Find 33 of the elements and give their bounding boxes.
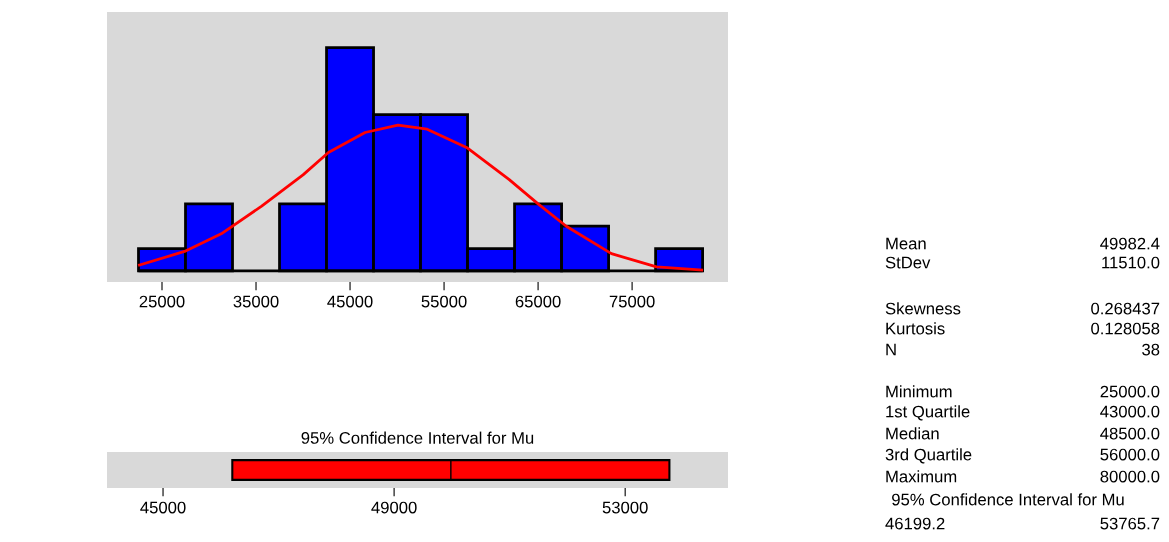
text: Skewness [885,302,961,315]
text: 56000.0 [1100,448,1160,461]
x-tick-label: 55000 [421,295,467,308]
text: Mean [886,237,926,250]
text: 3rd Quartile [885,448,972,464]
x-tick-label: 45000 [140,501,186,514]
text: Maximum [886,470,957,483]
x-tick-label: 53000 [602,501,648,514]
x-tick-label: 35000 [233,295,279,308]
x-tick-label: 45000 [327,295,373,308]
x-tick-label: 25000 [139,295,185,308]
text: StDev [885,256,931,269]
text: 80000.0 [1100,470,1160,483]
x-tick-label: 65000 [515,295,561,308]
text: 53765.7 [1100,517,1160,530]
text: 38 [1142,343,1160,356]
text: 11510.0 [1102,256,1160,269]
chart-title: 95% Confidence Interval for Mu [301,431,534,444]
text: 95% Confidence Interval for Mu [892,493,1124,506]
text: 0.128058 [1091,322,1160,335]
text: 1st Quartile [886,405,970,421]
text: 46199.2 [885,517,945,530]
x-tick-label: 49000 [371,501,417,514]
text: Kurtosis [886,322,945,335]
text: Median [886,427,939,440]
text: 25000.0 [1100,385,1160,398]
text: Minimum [886,385,952,398]
text: N [886,343,896,356]
text: 48500.0 [1100,427,1160,440]
text: 49982.4 [1100,237,1160,250]
text: 43000.0 [1100,405,1160,418]
x-tick-label: 75000 [609,295,655,308]
text: 0.268437 [1091,302,1160,315]
